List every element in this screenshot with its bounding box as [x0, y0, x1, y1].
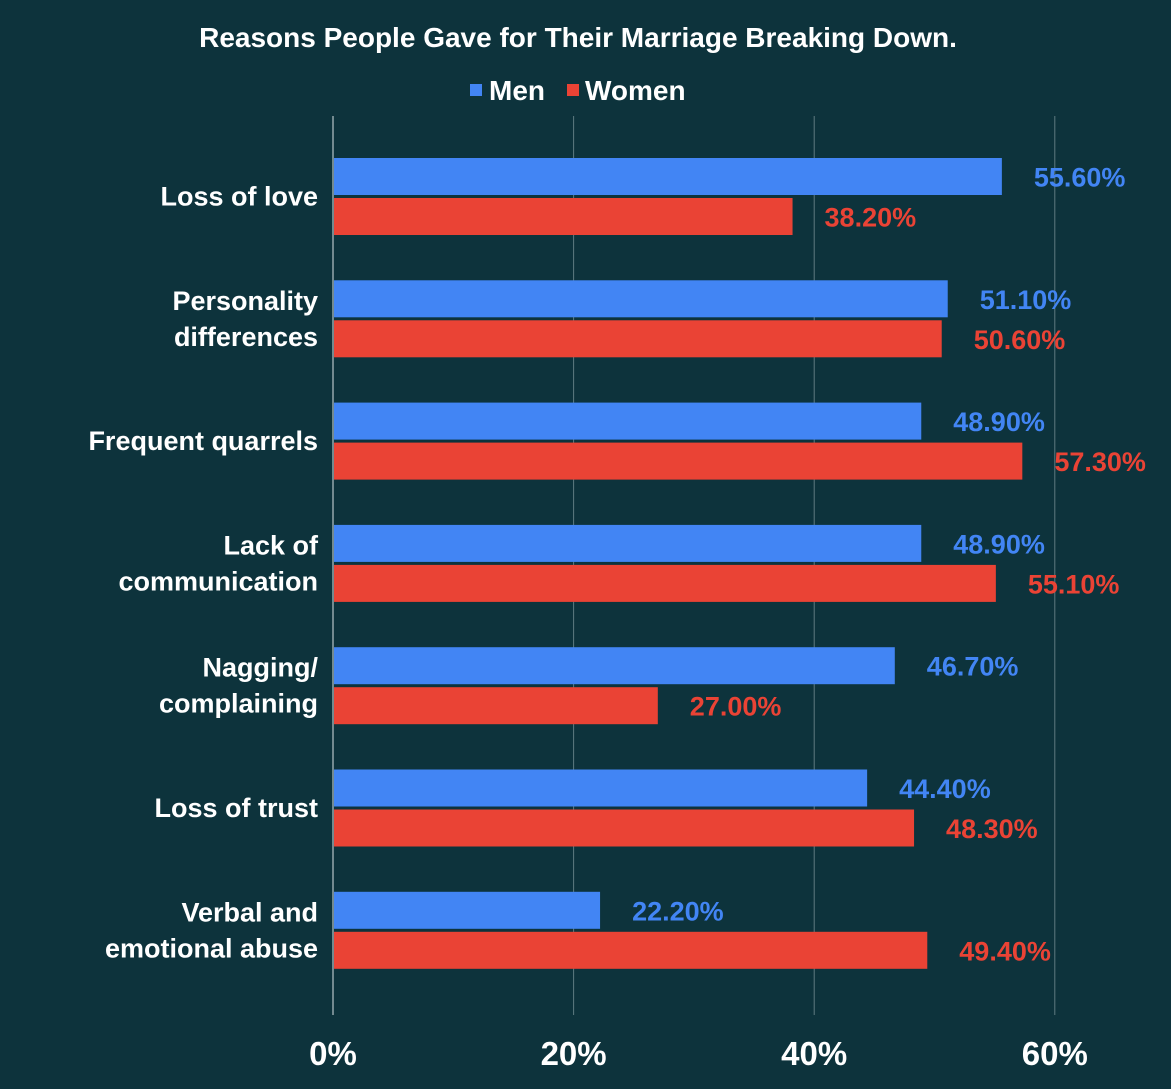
category-label-2: Frequent quarrels — [88, 426, 318, 456]
bar-women-1 — [334, 320, 942, 358]
data-label-women-6: 49.40% — [959, 936, 1051, 966]
x-tick-label: 20% — [541, 1035, 607, 1072]
bar-women-0 — [334, 198, 793, 235]
bar-women-3 — [334, 564, 996, 602]
bar-men-2 — [334, 402, 922, 440]
bar-men-6 — [334, 891, 601, 929]
data-label-men-3: 48.90% — [953, 529, 1045, 559]
bar-men-1 — [334, 280, 948, 318]
category-label-3: Lack of — [223, 530, 319, 560]
bar-women-6 — [334, 931, 928, 969]
x-tick-label: 0% — [309, 1035, 357, 1072]
category-labels: Loss of love Personality differences Freque… — [88, 182, 319, 964]
bar-women-2 — [334, 442, 1023, 480]
bar-men-0 — [334, 158, 1002, 195]
x-axis-tick-labels: 0% 20% 40% 60% — [309, 1035, 1088, 1072]
data-label-women-2: 57.30% — [1054, 447, 1146, 477]
legend-label-men: Men — [489, 75, 545, 106]
bar-women-5 — [334, 809, 915, 847]
data-label-women-3: 55.10% — [1028, 569, 1120, 599]
data-label-men-5: 44.40% — [899, 774, 991, 804]
category-label-4: complaining — [159, 689, 318, 719]
data-labels: 55.60% 38.20% 51.10% 50.60% 48.90% 57.30% 48.9… — [632, 163, 1146, 967]
data-label-women-0: 38.20% — [825, 203, 917, 233]
data-label-men-1: 51.10% — [980, 285, 1072, 315]
chart-title: Reasons People Gave for Their Marriage B… — [199, 22, 957, 53]
category-label-1: differences — [174, 322, 318, 352]
legend: Men Women — [470, 75, 686, 106]
bar-women-4 — [334, 687, 658, 725]
category-label-1: Personality — [172, 286, 318, 316]
category-label-4: Nagging/ — [203, 653, 319, 683]
bars — [334, 158, 1023, 969]
category-label-0: Loss of love — [160, 182, 318, 212]
x-tick-label: 60% — [1022, 1035, 1088, 1072]
data-label-men-0: 55.60% — [1034, 163, 1126, 193]
category-label-5: Loss of trust — [154, 793, 318, 823]
legend-swatch-women — [567, 84, 579, 96]
data-label-men-4: 46.70% — [927, 652, 1019, 682]
data-label-women-5: 48.30% — [946, 814, 1038, 844]
bar-men-4 — [334, 647, 895, 685]
category-label-6: Verbal and — [181, 897, 318, 927]
data-label-women-1: 50.60% — [974, 325, 1066, 355]
x-tick-label: 40% — [781, 1035, 847, 1072]
data-label-men-6: 22.20% — [632, 896, 724, 926]
bar-men-3 — [334, 524, 922, 562]
legend-label-women: Women — [585, 75, 686, 106]
data-label-men-2: 48.90% — [953, 407, 1045, 437]
bar-men-5 — [334, 769, 868, 807]
data-label-women-4: 27.00% — [690, 692, 782, 722]
legend-swatch-men — [470, 84, 482, 96]
category-label-3: communication — [118, 566, 318, 596]
category-label-6: emotional abuse — [105, 933, 318, 963]
